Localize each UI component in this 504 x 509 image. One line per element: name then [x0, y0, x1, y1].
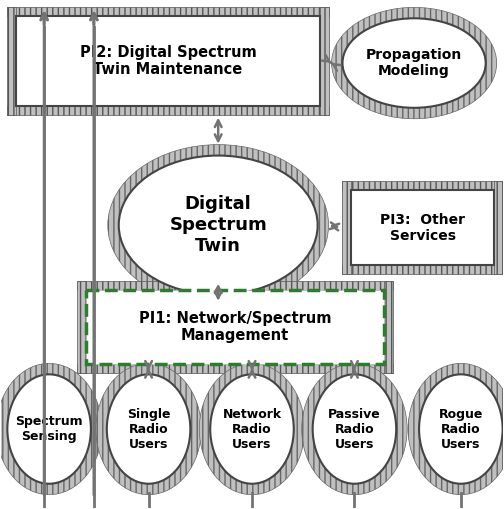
Bar [86, 290, 384, 364]
Ellipse shape [108, 145, 329, 306]
Ellipse shape [210, 374, 294, 484]
Bar [343, 265, 502, 274]
Text: PI3:  Other
Services: PI3: Other Services [380, 213, 465, 243]
Bar [77, 281, 86, 373]
Bar [493, 181, 502, 274]
Ellipse shape [8, 374, 91, 484]
Bar [77, 281, 393, 290]
Ellipse shape [332, 7, 496, 119]
Bar [384, 281, 393, 373]
Text: PI1: Network/Spectrum
Management: PI1: Network/Spectrum Management [139, 311, 331, 343]
Text: Digital
Spectrum
Twin: Digital Spectrum Twin [169, 195, 267, 255]
Ellipse shape [302, 363, 407, 495]
Ellipse shape [199, 363, 305, 495]
Ellipse shape [0, 363, 102, 495]
Bar [351, 190, 493, 265]
Text: Network
Radio
Users: Network Radio Users [222, 408, 282, 450]
Text: Passive
Radio
Users: Passive Radio Users [328, 408, 381, 450]
Bar [8, 7, 16, 115]
Ellipse shape [119, 156, 318, 295]
Ellipse shape [408, 363, 504, 495]
Text: Spectrum
Sensing: Spectrum Sensing [15, 415, 83, 443]
Ellipse shape [419, 374, 502, 484]
Text: Single
Radio
Users: Single Radio Users [127, 408, 170, 450]
Bar [343, 181, 502, 190]
Text: PI2: Digital Spectrum
Twin Maintenance: PI2: Digital Spectrum Twin Maintenance [80, 45, 257, 77]
Ellipse shape [343, 18, 486, 108]
Ellipse shape [107, 374, 191, 484]
Bar [320, 7, 329, 115]
Bar [77, 364, 393, 373]
Ellipse shape [312, 374, 396, 484]
Text: Rogue
Radio
Users: Rogue Radio Users [438, 408, 483, 450]
Bar [8, 106, 329, 115]
Bar [8, 7, 329, 16]
Ellipse shape [96, 363, 201, 495]
Bar [16, 16, 320, 106]
Bar [343, 181, 351, 274]
Text: Propagation
Modeling: Propagation Modeling [366, 48, 462, 78]
